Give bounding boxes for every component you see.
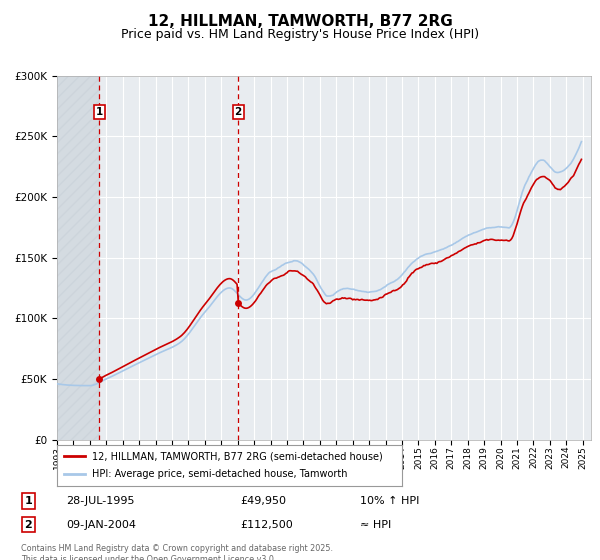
Bar bbox=[57, 76, 100, 440]
Text: £112,500: £112,500 bbox=[240, 520, 293, 530]
Text: 2: 2 bbox=[25, 520, 32, 530]
Text: ≈ HPI: ≈ HPI bbox=[360, 520, 391, 530]
Text: Contains HM Land Registry data © Crown copyright and database right 2025.
This d: Contains HM Land Registry data © Crown c… bbox=[21, 544, 333, 560]
Text: 1: 1 bbox=[96, 107, 103, 117]
Text: Price paid vs. HM Land Registry's House Price Index (HPI): Price paid vs. HM Land Registry's House … bbox=[121, 28, 479, 41]
Text: 12, HILLMAN, TAMWORTH, B77 2RG: 12, HILLMAN, TAMWORTH, B77 2RG bbox=[148, 14, 452, 29]
Text: 12, HILLMAN, TAMWORTH, B77 2RG (semi-detached house): 12, HILLMAN, TAMWORTH, B77 2RG (semi-det… bbox=[91, 451, 382, 461]
Text: 2: 2 bbox=[235, 107, 242, 117]
Text: HPI: Average price, semi-detached house, Tamworth: HPI: Average price, semi-detached house,… bbox=[91, 469, 347, 479]
Text: 10% ↑ HPI: 10% ↑ HPI bbox=[360, 496, 419, 506]
Bar bbox=[57, 76, 100, 440]
Text: 1: 1 bbox=[25, 496, 32, 506]
Text: £49,950: £49,950 bbox=[240, 496, 286, 506]
Text: 09-JAN-2004: 09-JAN-2004 bbox=[66, 520, 136, 530]
Text: 28-JUL-1995: 28-JUL-1995 bbox=[66, 496, 134, 506]
